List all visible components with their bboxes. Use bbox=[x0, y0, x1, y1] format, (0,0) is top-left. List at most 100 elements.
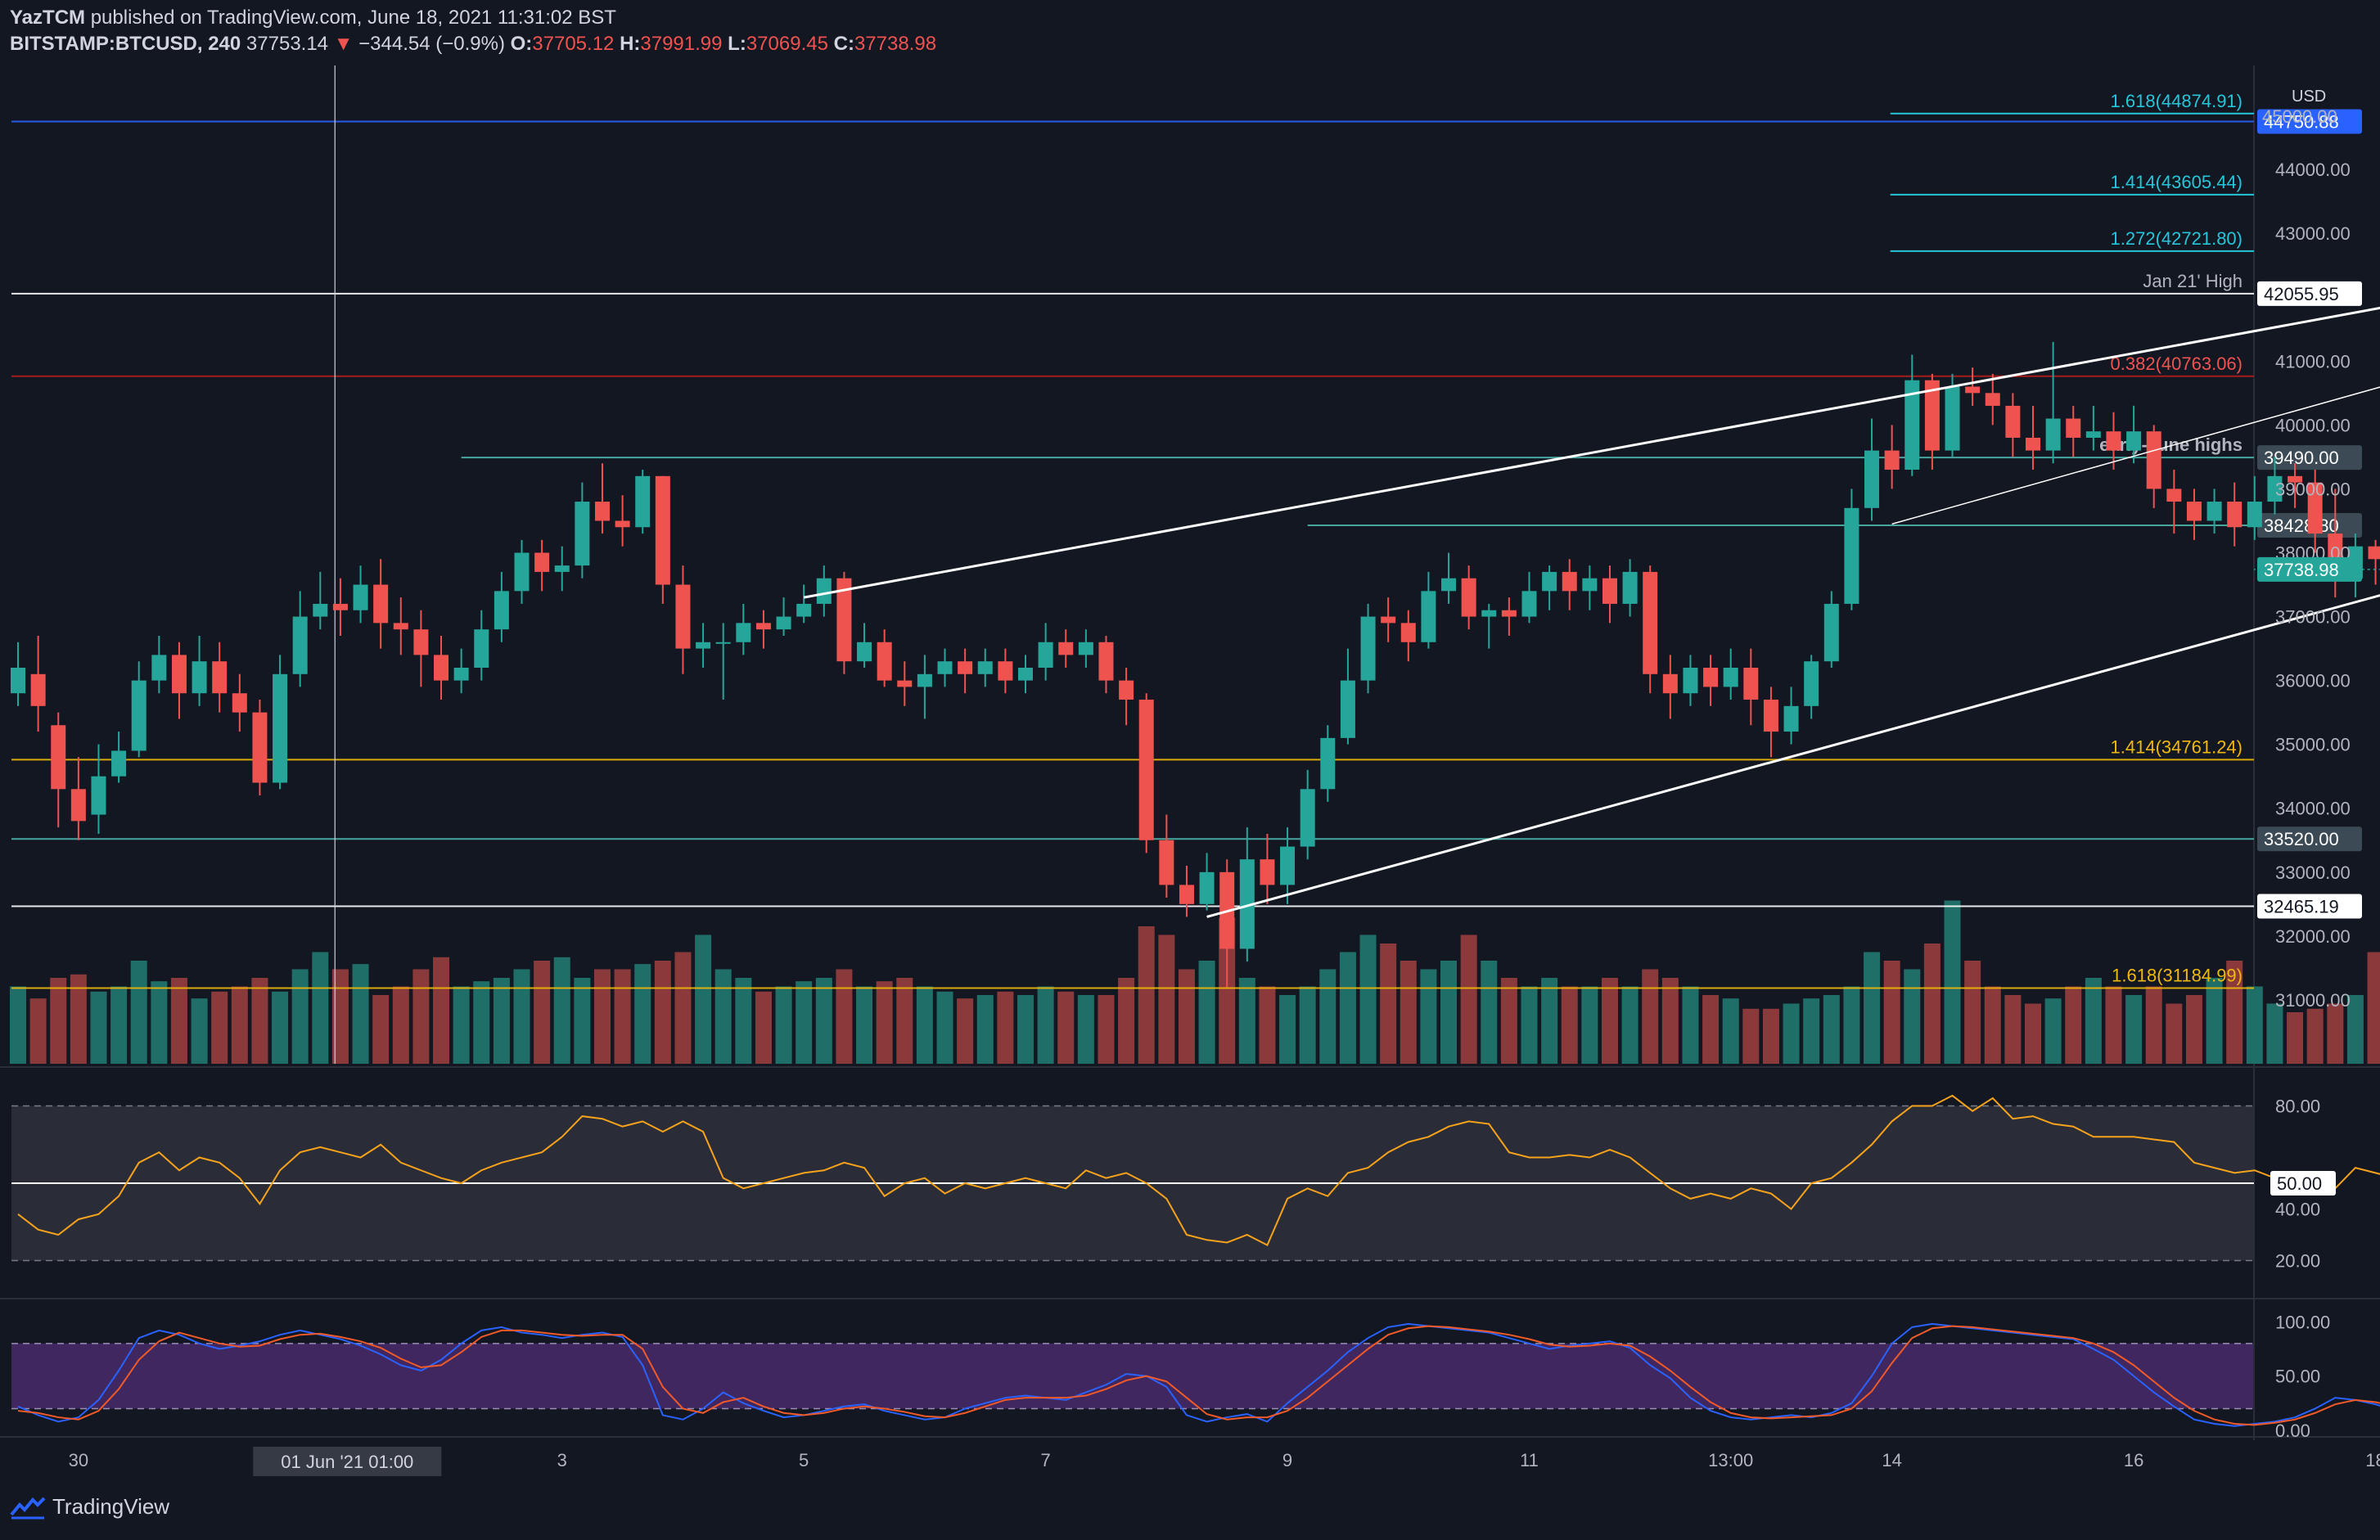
candle-body bbox=[2186, 502, 2202, 521]
candle-body bbox=[2066, 418, 2081, 438]
price-axis-label: 38428.80 bbox=[2264, 516, 2339, 536]
last-price-box bbox=[2257, 556, 2362, 582]
volume-bar bbox=[1400, 961, 1417, 1064]
candle-body bbox=[332, 603, 348, 610]
candle-body bbox=[232, 693, 247, 713]
candle-body bbox=[575, 502, 590, 566]
stoch-tick-label: 0.00 bbox=[2275, 1421, 2310, 1441]
price-axis-label: 42055.95 bbox=[2264, 284, 2339, 304]
candle-body bbox=[2126, 431, 2142, 451]
volume-bar bbox=[957, 998, 974, 1064]
x-tick-label: 18 bbox=[2365, 1450, 2380, 1470]
y-tick-label: 35000.00 bbox=[2275, 735, 2351, 755]
level-note: 1.618(31184.99) bbox=[2112, 965, 2243, 985]
candle-body bbox=[252, 712, 268, 783]
cursor-time-box bbox=[253, 1447, 442, 1476]
symbol-label[interactable]: BITSTAMP:BTCUSD, 240 bbox=[10, 33, 241, 55]
candle-body bbox=[937, 661, 953, 674]
volume-bar bbox=[1138, 926, 1155, 1064]
candle-body bbox=[816, 578, 832, 604]
volume-bar bbox=[2105, 986, 2122, 1064]
candle-body bbox=[2106, 431, 2121, 451]
price-axis-label: 33520.00 bbox=[2264, 829, 2339, 849]
candle-body bbox=[1743, 668, 1759, 700]
candle-body bbox=[1844, 507, 1859, 604]
y-tick-label: 41000.00 bbox=[2275, 351, 2351, 371]
volume-bar bbox=[1017, 995, 1034, 1064]
candle-body bbox=[292, 616, 308, 674]
candle-body bbox=[273, 673, 288, 783]
volume-bar bbox=[2287, 1012, 2304, 1064]
candle-body bbox=[1098, 642, 1114, 681]
candle-body bbox=[1662, 673, 1678, 694]
y-tick-label: 31000.00 bbox=[2275, 990, 2351, 1011]
x-tick-label: 5 bbox=[799, 1450, 809, 1470]
candle-body bbox=[796, 603, 812, 617]
candle-body bbox=[1945, 386, 1960, 451]
candle-body bbox=[554, 565, 570, 572]
candle-body bbox=[171, 655, 187, 694]
volume-bar bbox=[1098, 995, 1115, 1064]
candle-body bbox=[1763, 700, 1778, 732]
volume-bar bbox=[1339, 952, 1356, 1064]
volume-bar bbox=[1279, 995, 1296, 1064]
volume-bar bbox=[1661, 978, 1679, 1064]
candle-body bbox=[2227, 502, 2243, 528]
candle-body bbox=[1622, 571, 1638, 604]
volume-bar bbox=[1783, 1003, 1800, 1064]
candle-body bbox=[514, 552, 530, 592]
candle-body bbox=[755, 623, 771, 630]
price-axis-label: 39490.00 bbox=[2264, 448, 2339, 468]
cursor-time-label: 01 Jun '21 01:00 bbox=[281, 1452, 413, 1472]
volume-bar bbox=[1742, 1008, 1760, 1064]
fib-extension-note: 1.414(43605.44) bbox=[2111, 172, 2243, 192]
y-tick-label: 33000.00 bbox=[2275, 862, 2351, 883]
rsi-tick-label: 20.00 bbox=[2275, 1251, 2320, 1272]
volume-bar bbox=[272, 991, 289, 1064]
volume-bar bbox=[1238, 978, 1255, 1064]
candle-body bbox=[1260, 859, 1275, 885]
candle-body bbox=[1119, 680, 1134, 700]
price-axis-label: 44750.88 bbox=[2264, 111, 2339, 132]
ohlc-legend: BITSTAMP:BTCUSD, 240 37753.14 ▼ −344.54 … bbox=[10, 33, 936, 56]
volume-bar bbox=[1621, 986, 1639, 1064]
change-arrow-icon: ▼ bbox=[333, 33, 354, 55]
price-axis-label-box bbox=[2257, 826, 2362, 852]
brand-name: TradingView bbox=[52, 1494, 170, 1519]
volume-bar bbox=[2306, 1008, 2324, 1064]
volume-bar bbox=[2206, 978, 2223, 1064]
volume-bar bbox=[1581, 986, 1598, 1064]
brand-footer[interactable]: TradingView bbox=[10, 1494, 169, 1520]
volume-bar bbox=[1984, 986, 2001, 1064]
volume-bar bbox=[997, 991, 1014, 1064]
price-axis-label: 32465.19 bbox=[2264, 897, 2339, 917]
author-name[interactable]: YazTCM bbox=[10, 7, 86, 29]
low-value: 37069.45 bbox=[746, 33, 828, 55]
volume-bar bbox=[2004, 995, 2022, 1064]
candle-body bbox=[2146, 431, 2161, 489]
candle-body bbox=[2085, 431, 2101, 438]
candle-body bbox=[1864, 450, 1880, 508]
candle-body bbox=[494, 591, 509, 630]
price-axis-label-box bbox=[2257, 894, 2362, 919]
candle-body bbox=[1058, 642, 1074, 655]
volume-bar bbox=[1481, 961, 1498, 1064]
volume-bar bbox=[856, 986, 873, 1064]
volume-bar bbox=[1823, 995, 1840, 1064]
rsi-tick-label: 40.00 bbox=[2275, 1200, 2320, 1220]
last-price-text: 37753.14 bbox=[246, 33, 329, 55]
publish-info: YazTCM published on TradingView.com, Jun… bbox=[10, 7, 616, 29]
candle-body bbox=[1703, 668, 1719, 687]
trendline bbox=[803, 306, 2380, 599]
volume-bar bbox=[1380, 943, 1397, 1064]
candle-body bbox=[998, 661, 1013, 681]
rsi-level-box bbox=[2270, 1171, 2336, 1196]
candle-body bbox=[534, 552, 550, 572]
x-tick-label: 3 bbox=[557, 1450, 567, 1470]
candle-body bbox=[51, 725, 66, 790]
trendline bbox=[1891, 386, 2380, 525]
candle-body bbox=[1562, 571, 1577, 592]
volume-bar bbox=[473, 981, 490, 1064]
candle-body bbox=[453, 668, 469, 681]
